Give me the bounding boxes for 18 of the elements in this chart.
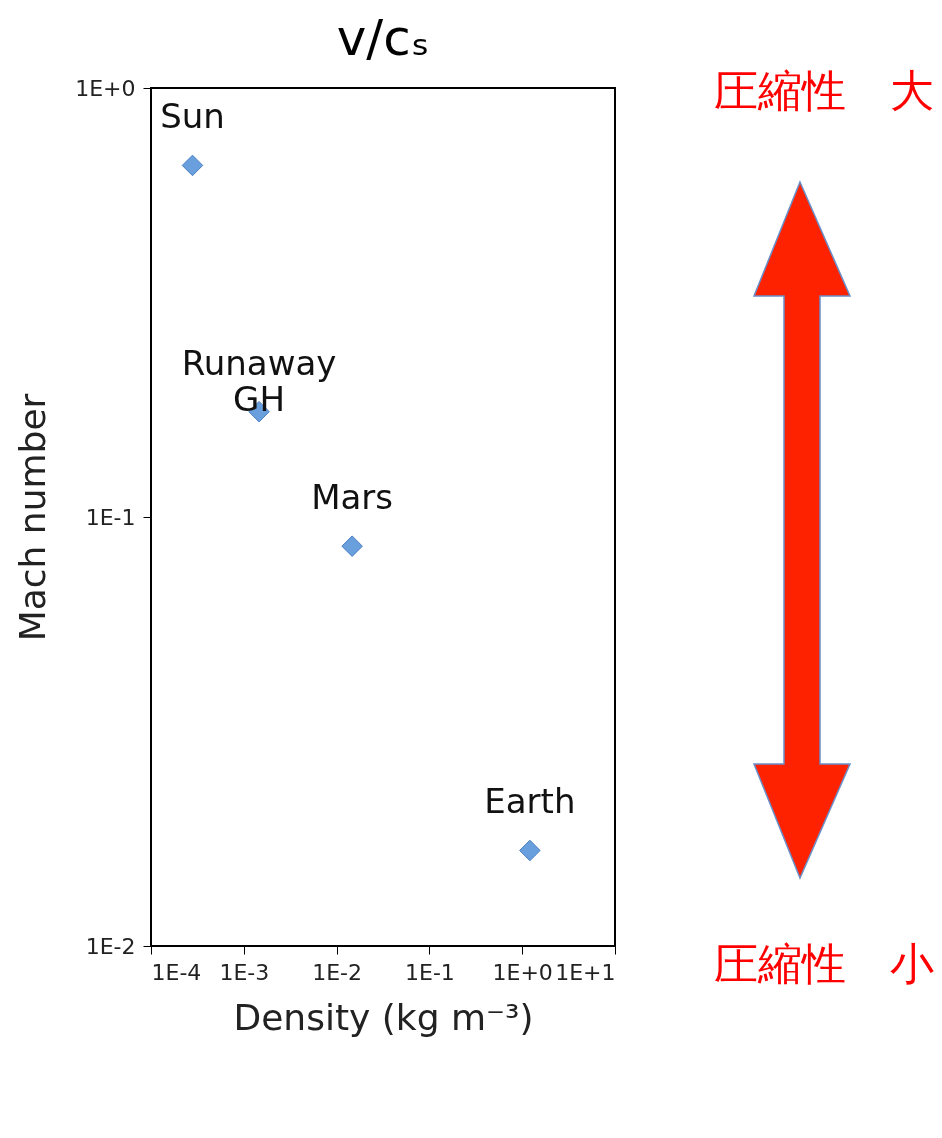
y-tick-label: 1E+0 — [75, 75, 136, 101]
x-tick-label: 1E-2 — [312, 959, 363, 985]
x-axis-title: Density (kg m⁻³) — [233, 996, 534, 1038]
annotation: Runaway GH — [181, 342, 337, 419]
x-tick-label: 1E-4 — [151, 959, 202, 985]
y-tick-label: 1E-2 — [85, 933, 136, 959]
chart-title: v/cₛ — [336, 9, 430, 67]
annotation: Mars — [311, 477, 394, 518]
x-tick-label: 1E-3 — [219, 959, 270, 985]
text: 圧縮性 大 — [714, 64, 934, 118]
x-tick-label: 1E-1 — [404, 959, 455, 985]
text: 圧縮性 小 — [714, 937, 934, 991]
x-tick-label: 1E+0 — [492, 959, 553, 985]
annotation: Sun — [160, 96, 225, 137]
annotation: Earth — [484, 781, 576, 822]
y-axis-title: Mach number — [12, 393, 54, 642]
y-tick-label: 1E-1 — [85, 504, 136, 530]
x-tick-label: 1E+1 — [555, 959, 616, 985]
